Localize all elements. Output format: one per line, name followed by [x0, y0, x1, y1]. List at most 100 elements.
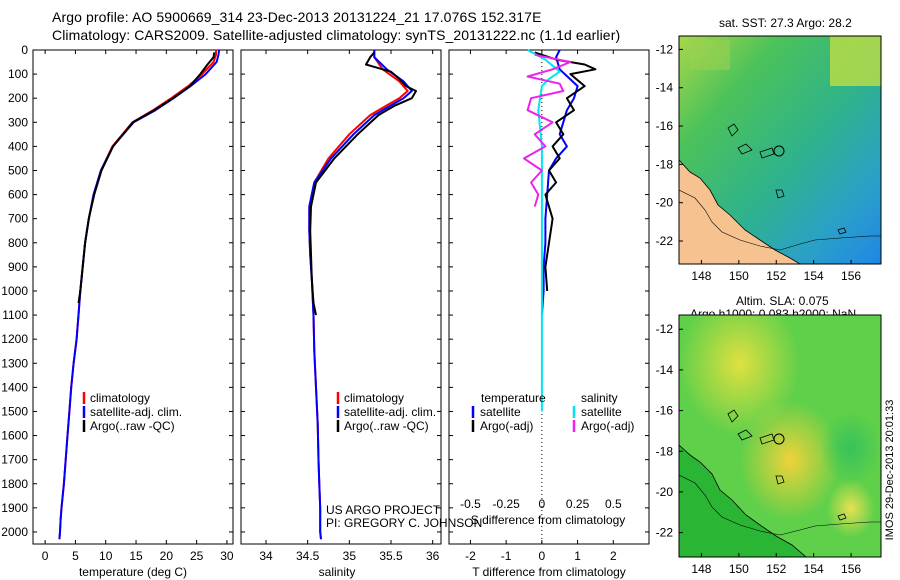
depth-tick-label: 200: [8, 91, 28, 105]
x-tick-label: 35.5: [379, 549, 403, 563]
legend-sal-satellite: satellite: [581, 405, 622, 419]
map-lon-label: 152: [766, 269, 786, 283]
depth-tick-label: 500: [8, 163, 28, 177]
sla-map: [678, 314, 882, 558]
profile-title: Argo profile: AO 5900669_314 23-Dec-2013…: [52, 9, 542, 25]
x-tick-label: 0: [42, 549, 49, 563]
depth-tick-label: 1700: [1, 453, 28, 467]
coastline-land: [679, 159, 801, 264]
sst-map-frame: [678, 35, 882, 265]
map-lon-label: 148: [691, 269, 711, 283]
x-tick-label: 35: [343, 549, 357, 563]
sst-warm-patch: [690, 40, 730, 70]
depth-tick-label: 1800: [1, 477, 28, 491]
x-tick-label: 10: [99, 549, 113, 563]
series-line-climatology: [308, 50, 409, 540]
legend-satellite: satellite-adj. clim.: [344, 405, 436, 419]
depth-tick-label: 1600: [1, 429, 28, 443]
depth-tick-label: 800: [8, 236, 28, 250]
map-lat-label: -22: [656, 526, 674, 540]
difference-legend: temperature salinity satellite Argo(-adj…: [471, 391, 634, 433]
x-tick-label: 34: [259, 549, 273, 563]
map-lat-label: -14: [656, 81, 674, 95]
sla-map-title-1: Altim. SLA: 0.075: [736, 294, 829, 308]
x-tick-label: 34.5: [296, 549, 320, 563]
x2-tick-label: 0.25: [566, 497, 590, 511]
x2-tick-label: 0.5: [605, 497, 622, 511]
depth-tick-label: 1100: [2, 308, 28, 322]
map-lat-label: -14: [656, 363, 674, 377]
legend-argo: Argo(..raw -QC): [344, 419, 429, 433]
legend-sal-argo: Argo(-adj): [581, 419, 634, 433]
sst-map-title: sat. SST: 27.3 Argo: 28.2: [719, 16, 852, 30]
map-lon-label: 150: [729, 562, 749, 576]
salinity-plot-frame: [240, 49, 442, 545]
map-lat-label: -20: [656, 196, 674, 210]
depth-tick-label: 1300: [1, 356, 28, 370]
x-tick-label: -1: [501, 549, 512, 563]
series-line-temperature-argo-adj-: [534, 51, 597, 292]
x-tick-label: 36: [426, 549, 440, 563]
depth-tick-label: 1000: [1, 284, 28, 298]
credit-project: US ARGO PROJECT: [326, 503, 441, 517]
argo-position-marker: [773, 145, 785, 157]
x-tick-label: 0: [539, 549, 546, 563]
depth-tick-label: 1900: [1, 501, 28, 515]
sst-warm-patch: [830, 36, 881, 86]
map-lon-label: 156: [841, 269, 861, 283]
argo-position-marker: [773, 433, 785, 445]
legend-temp-satellite: satellite: [480, 405, 521, 419]
map-lat-label: -18: [656, 157, 674, 171]
salinity-legend: climatology satellite-adj. clim. Argo(..…: [336, 391, 436, 433]
legend-temp-argo: Argo(-adj): [480, 419, 533, 433]
series-line-climatology: [58, 50, 217, 540]
depth-tick-label: 900: [8, 260, 28, 274]
credit-pi: PI: GREGORY C. JOHNSON: [326, 516, 482, 530]
map-lon-label: 150: [729, 269, 749, 283]
map-lon-label: 152: [766, 562, 786, 576]
reefs: [727, 123, 847, 235]
depth-tick-label: 700: [8, 212, 28, 226]
depth-tick-label: 400: [8, 139, 28, 153]
legend-satellite: satellite-adj. clim.: [90, 405, 182, 419]
depth-tick-label: 100: [8, 67, 28, 81]
map-lat-label: -16: [656, 119, 674, 133]
x-tick-label: 30: [220, 549, 234, 563]
x-tick-label: 1: [574, 549, 581, 563]
t-difference-xlabel: T difference from climatology: [472, 565, 626, 579]
map-lat-label: -22: [656, 234, 674, 248]
sla-map-frame: [678, 314, 882, 558]
map-lon-label: 154: [804, 562, 824, 576]
map-lat-label: -12: [656, 42, 674, 56]
series-line-salinity-argo-adj-: [523, 53, 572, 207]
sst-map: [678, 35, 882, 265]
depth-tick-label: 300: [8, 115, 28, 129]
map-lat-label: -12: [656, 322, 674, 336]
depth-tick-label: 600: [8, 188, 28, 202]
bathymetry-contour: [679, 474, 881, 536]
series-line-argo-raw-qc-: [309, 51, 417, 316]
x2-tick-label: 0: [539, 497, 546, 511]
climatology-subtitle: Climatology: CARS2009. Satellite-adjuste…: [52, 27, 621, 43]
coastline-land: [679, 444, 807, 557]
x-tick-label: 15: [129, 549, 143, 563]
depth-tick-label: 1200: [1, 332, 28, 346]
difference-plot-frame: [448, 49, 650, 545]
temperature-xlabel: temperature (deg C): [79, 565, 187, 579]
legend-climatology: climatology: [344, 391, 404, 405]
map-lon-label: 154: [804, 269, 824, 283]
legend-temperature-heading: temperature: [481, 391, 546, 405]
legend-argo: Argo(..raw -QC): [90, 419, 175, 433]
series-line-argo-raw-qc-: [77, 52, 216, 304]
map-lon-label: 148: [691, 562, 711, 576]
series-line-temperature-satellite: [540, 49, 579, 316]
depth-tick-label: 0: [21, 43, 28, 57]
map-lat-label: -16: [656, 404, 674, 418]
salinity-xlabel: salinity: [319, 565, 356, 579]
x-tick-label: -2: [465, 549, 476, 563]
map-lat-label: -18: [656, 444, 674, 458]
x2-tick-label: -0.5: [460, 497, 481, 511]
series-line-satellite-adj-clim-: [58, 49, 221, 540]
x-tick-label: 5: [72, 549, 79, 563]
